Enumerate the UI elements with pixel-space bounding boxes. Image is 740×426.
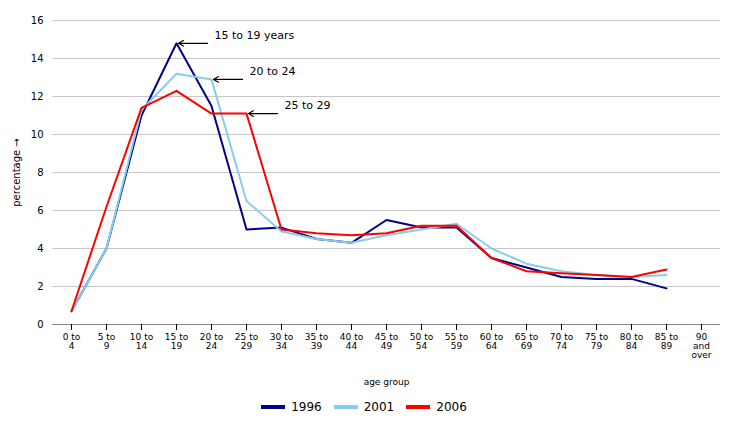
svg-text:8: 8	[37, 167, 43, 178]
svg-text:age group: age group	[364, 377, 410, 387]
svg-text:6: 6	[37, 205, 43, 216]
svg-text:16: 16	[31, 15, 44, 26]
svg-text:4: 4	[37, 243, 43, 254]
svg-text:2: 2	[37, 281, 43, 292]
svg-text:50 to54: 50 to54	[410, 332, 434, 351]
html-text:1996: 1996	[291, 399, 322, 414]
svg-text:30 to34: 30 to34	[270, 332, 294, 351]
svg-text:55 to59: 55 to59	[445, 332, 469, 351]
svg-text:40 to44: 40 to44	[340, 332, 364, 351]
svg-text:80 to84: 80 to84	[620, 332, 644, 351]
svg-text:90andover: 90andover	[691, 332, 711, 360]
html-text:2001: 2001	[363, 399, 395, 414]
svg-text:65 to69: 65 to69	[515, 332, 539, 351]
svg-text:15 to 19 years: 15 to 19 years	[215, 29, 295, 42]
svg-text:10: 10	[31, 129, 44, 140]
svg-text:15 to19: 15 to19	[165, 332, 189, 351]
svg-text:45 to49: 45 to49	[375, 332, 399, 351]
svg-text:25 to 29: 25 to 29	[285, 99, 331, 112]
svg-text:25 to29: 25 to29	[235, 332, 259, 351]
svg-text:35 to39: 35 to39	[305, 332, 329, 351]
svg-text:0 to4: 0 to4	[63, 332, 81, 351]
svg-text:20 to 24: 20 to 24	[250, 65, 296, 78]
svg-text:85 to89: 85 to89	[655, 332, 679, 351]
svg-text:10 to14: 10 to14	[130, 332, 154, 351]
svg-text:percentage →: percentage →	[11, 138, 22, 207]
svg-text:14: 14	[31, 53, 44, 64]
svg-text:20 to24: 20 to24	[200, 332, 224, 351]
svg-text:12: 12	[31, 91, 44, 102]
svg-text:75 to79: 75 to79	[585, 332, 609, 351]
svg-text:0: 0	[37, 319, 43, 330]
svg-text:5 to9: 5 to9	[98, 332, 116, 351]
svg-text:70 to74: 70 to74	[550, 332, 574, 351]
svg-text:60 to64: 60 to64	[480, 332, 504, 351]
html-text:2006: 2006	[436, 399, 467, 414]
